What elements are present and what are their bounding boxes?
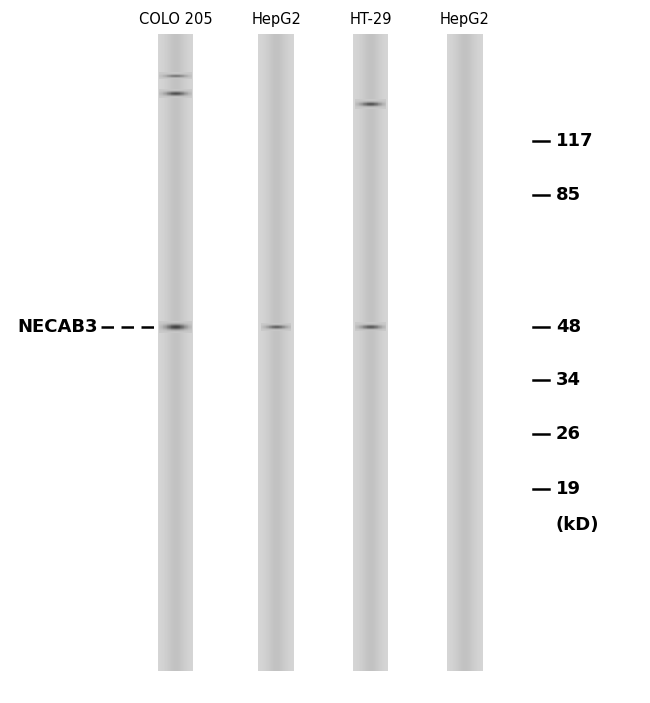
Text: 48: 48 — [556, 318, 581, 336]
Text: (kD): (kD) — [556, 516, 599, 534]
Text: 85: 85 — [556, 186, 581, 205]
Text: 34: 34 — [556, 370, 580, 389]
Text: 26: 26 — [556, 425, 580, 444]
Text: NECAB3: NECAB3 — [17, 318, 98, 336]
Text: HT-29: HT-29 — [349, 12, 392, 27]
Text: 117: 117 — [556, 131, 593, 150]
Text: COLO 205: COLO 205 — [138, 12, 213, 27]
Text: HepG2: HepG2 — [252, 12, 301, 27]
Text: 19: 19 — [556, 479, 580, 498]
Text: HepG2: HepG2 — [440, 12, 489, 27]
